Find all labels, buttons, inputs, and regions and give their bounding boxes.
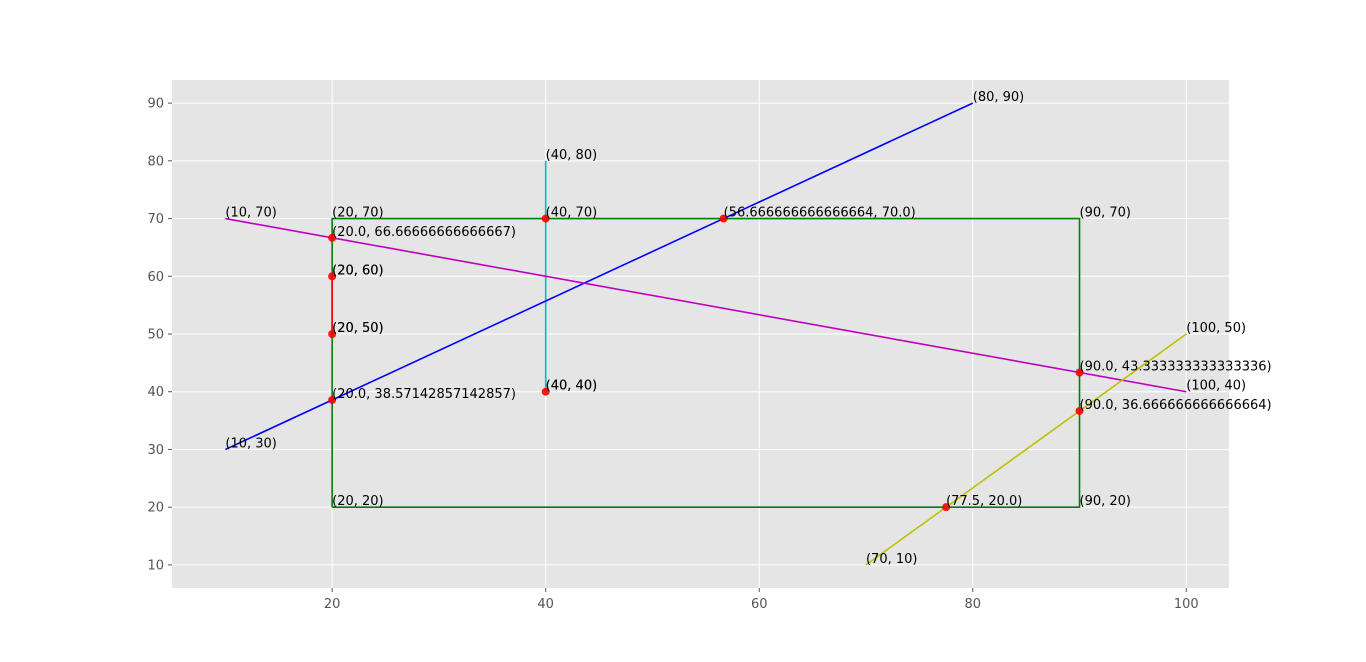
point-label: (40, 40) bbox=[546, 379, 598, 394]
y-tick-label: 10 bbox=[147, 558, 164, 573]
point-label: (10, 30) bbox=[225, 436, 277, 451]
series-lines bbox=[225, 102, 1187, 566]
y-tick-label: 60 bbox=[147, 270, 164, 285]
y-tick-label: 80 bbox=[147, 154, 164, 169]
x-tick-label: 100 bbox=[1174, 597, 1199, 612]
data-point bbox=[328, 330, 337, 338]
point-label: (20, 70) bbox=[332, 206, 384, 221]
point-annotations: (20, 50) (20, 60) (40, 40) (40, 70) (56.6666… bbox=[225, 90, 1271, 567]
point-label: (70, 10) bbox=[866, 552, 918, 567]
data-point bbox=[1075, 368, 1084, 377]
point-label: (40, 40) bbox=[546, 379, 598, 394]
point-label: (90.0, 43.333333333333336) bbox=[1080, 359, 1272, 374]
data-point bbox=[328, 395, 337, 404]
intersection-points bbox=[328, 214, 1084, 512]
series-line bbox=[865, 333, 1187, 566]
data-point bbox=[1075, 406, 1084, 415]
x-tick-label: 80 bbox=[964, 597, 981, 612]
y-tick-label: 50 bbox=[147, 328, 164, 343]
point-label: (100, 50) bbox=[1186, 321, 1246, 336]
x-tick-label: 40 bbox=[537, 597, 554, 612]
data-point bbox=[541, 214, 550, 223]
point-label: (10, 70) bbox=[225, 206, 277, 221]
series-line bbox=[225, 102, 974, 451]
y-tick-label: 30 bbox=[147, 443, 164, 458]
point-label: (20, 60) bbox=[332, 263, 384, 278]
y-tick-label: 90 bbox=[147, 97, 164, 112]
point-label: (20, 50) bbox=[332, 321, 384, 336]
point-label: (40, 80) bbox=[546, 148, 598, 163]
data-point bbox=[541, 387, 550, 396]
y-axis-ticks: 10 20 30 40 50 60 70 80 90 bbox=[147, 97, 172, 573]
data-point bbox=[328, 272, 337, 281]
point-label: (20.0, 38.57142857142857) bbox=[332, 387, 516, 402]
point-label: (20.0, 66.66666666666667) bbox=[332, 225, 516, 240]
y-tick-label: 70 bbox=[147, 212, 164, 227]
point-label: (20, 20) bbox=[332, 494, 384, 509]
point-label: (20, 50) bbox=[332, 321, 384, 336]
data-point bbox=[719, 214, 728, 223]
data-point bbox=[328, 233, 337, 242]
point-label: (20, 60) bbox=[332, 263, 384, 278]
point-label: (80, 90) bbox=[973, 90, 1025, 105]
point-label: (90, 70) bbox=[1080, 206, 1132, 221]
point-label: (56.666666666666664, 70.0) bbox=[724, 206, 916, 221]
y-tick-label: 20 bbox=[147, 501, 164, 516]
point-label: (100, 40) bbox=[1186, 379, 1246, 394]
x-axis-ticks: 20 40 60 80 100 bbox=[324, 588, 1199, 612]
point-label: (90.0, 36.666666666666664) bbox=[1080, 398, 1272, 413]
point-label: (77.5, 20.0) bbox=[946, 494, 1022, 509]
data-point bbox=[942, 503, 951, 512]
y-tick-label: 40 bbox=[147, 385, 164, 400]
point-label: (90, 20) bbox=[1080, 494, 1132, 509]
x-tick-label: 60 bbox=[751, 597, 768, 612]
series-line bbox=[225, 217, 1187, 393]
x-tick-label: 20 bbox=[324, 597, 341, 612]
point-label: (40, 70) bbox=[546, 206, 598, 221]
